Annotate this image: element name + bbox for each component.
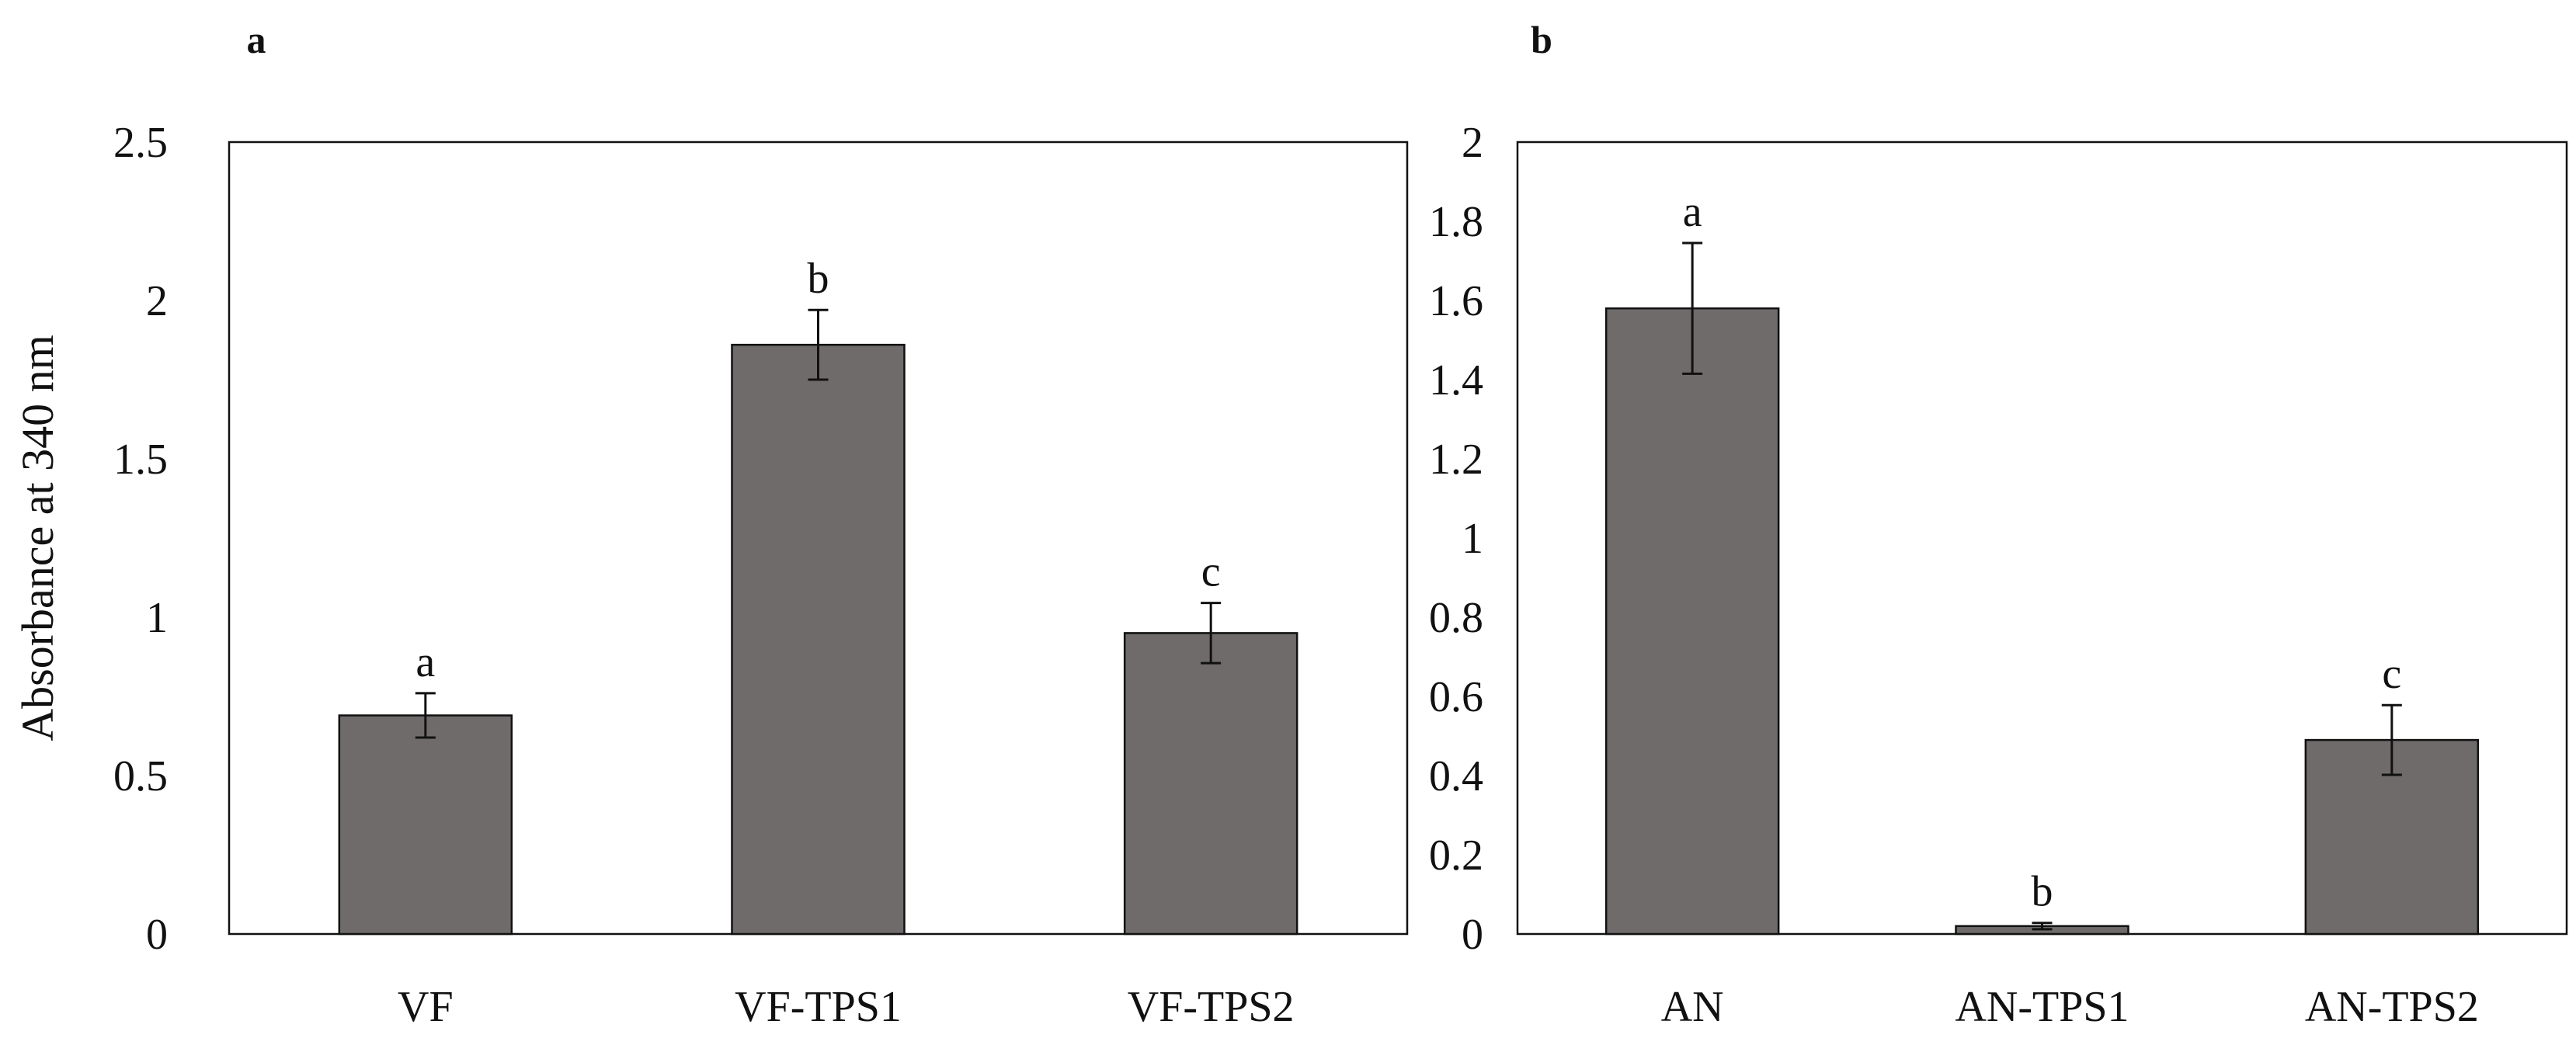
significance-letter: a [1683, 188, 1702, 236]
significance-letter: c [1201, 548, 1221, 596]
significance-letter: b [2032, 868, 2053, 916]
significance-letter: c [2382, 650, 2401, 698]
y-tick-label: 2 [1462, 119, 1483, 167]
x-category-label: VF [398, 983, 454, 1031]
x-category-label: VF-TPS2 [1128, 983, 1295, 1031]
y-tick-label: 0 [1462, 911, 1483, 959]
bar [1604, 307, 1780, 936]
significance-letter: b [808, 255, 829, 303]
y-axis-title: Absorbance at 340 nm [12, 335, 63, 741]
y-tick-label: 1.5 [113, 436, 168, 484]
bar [731, 343, 906, 936]
x-category-label: AN [1661, 983, 1724, 1031]
y-tick-label: 1.2 [1429, 436, 1483, 484]
x-category-label: AN-TPS2 [2305, 983, 2479, 1031]
bar [338, 714, 513, 936]
bar [1123, 632, 1298, 936]
y-tick-label: 1 [1462, 515, 1483, 563]
panel-label-b: b [1531, 18, 1552, 61]
y-tick-label: 0.4 [1429, 752, 1483, 800]
y-tick-label: 1 [146, 594, 168, 642]
y-tick-label: 0.8 [1429, 594, 1483, 642]
y-tick-label: 1.6 [1429, 277, 1483, 325]
y-tick-label: 2.5 [113, 119, 168, 167]
y-tick-label: 0.5 [113, 752, 168, 800]
x-category-label: VF-TPS1 [735, 983, 902, 1031]
y-tick-label: 1.8 [1429, 198, 1483, 246]
significance-letter: a [415, 638, 435, 686]
y-tick-label: 0.6 [1429, 673, 1483, 721]
y-tick-label: 0.2 [1429, 832, 1483, 880]
panel-label-a: a [247, 18, 266, 61]
y-tick-label: 1.4 [1429, 356, 1483, 404]
y-tick-label: 2 [146, 277, 168, 325]
y-tick-label: 0 [146, 911, 168, 959]
x-category-label: AN-TPS1 [1955, 983, 2129, 1031]
